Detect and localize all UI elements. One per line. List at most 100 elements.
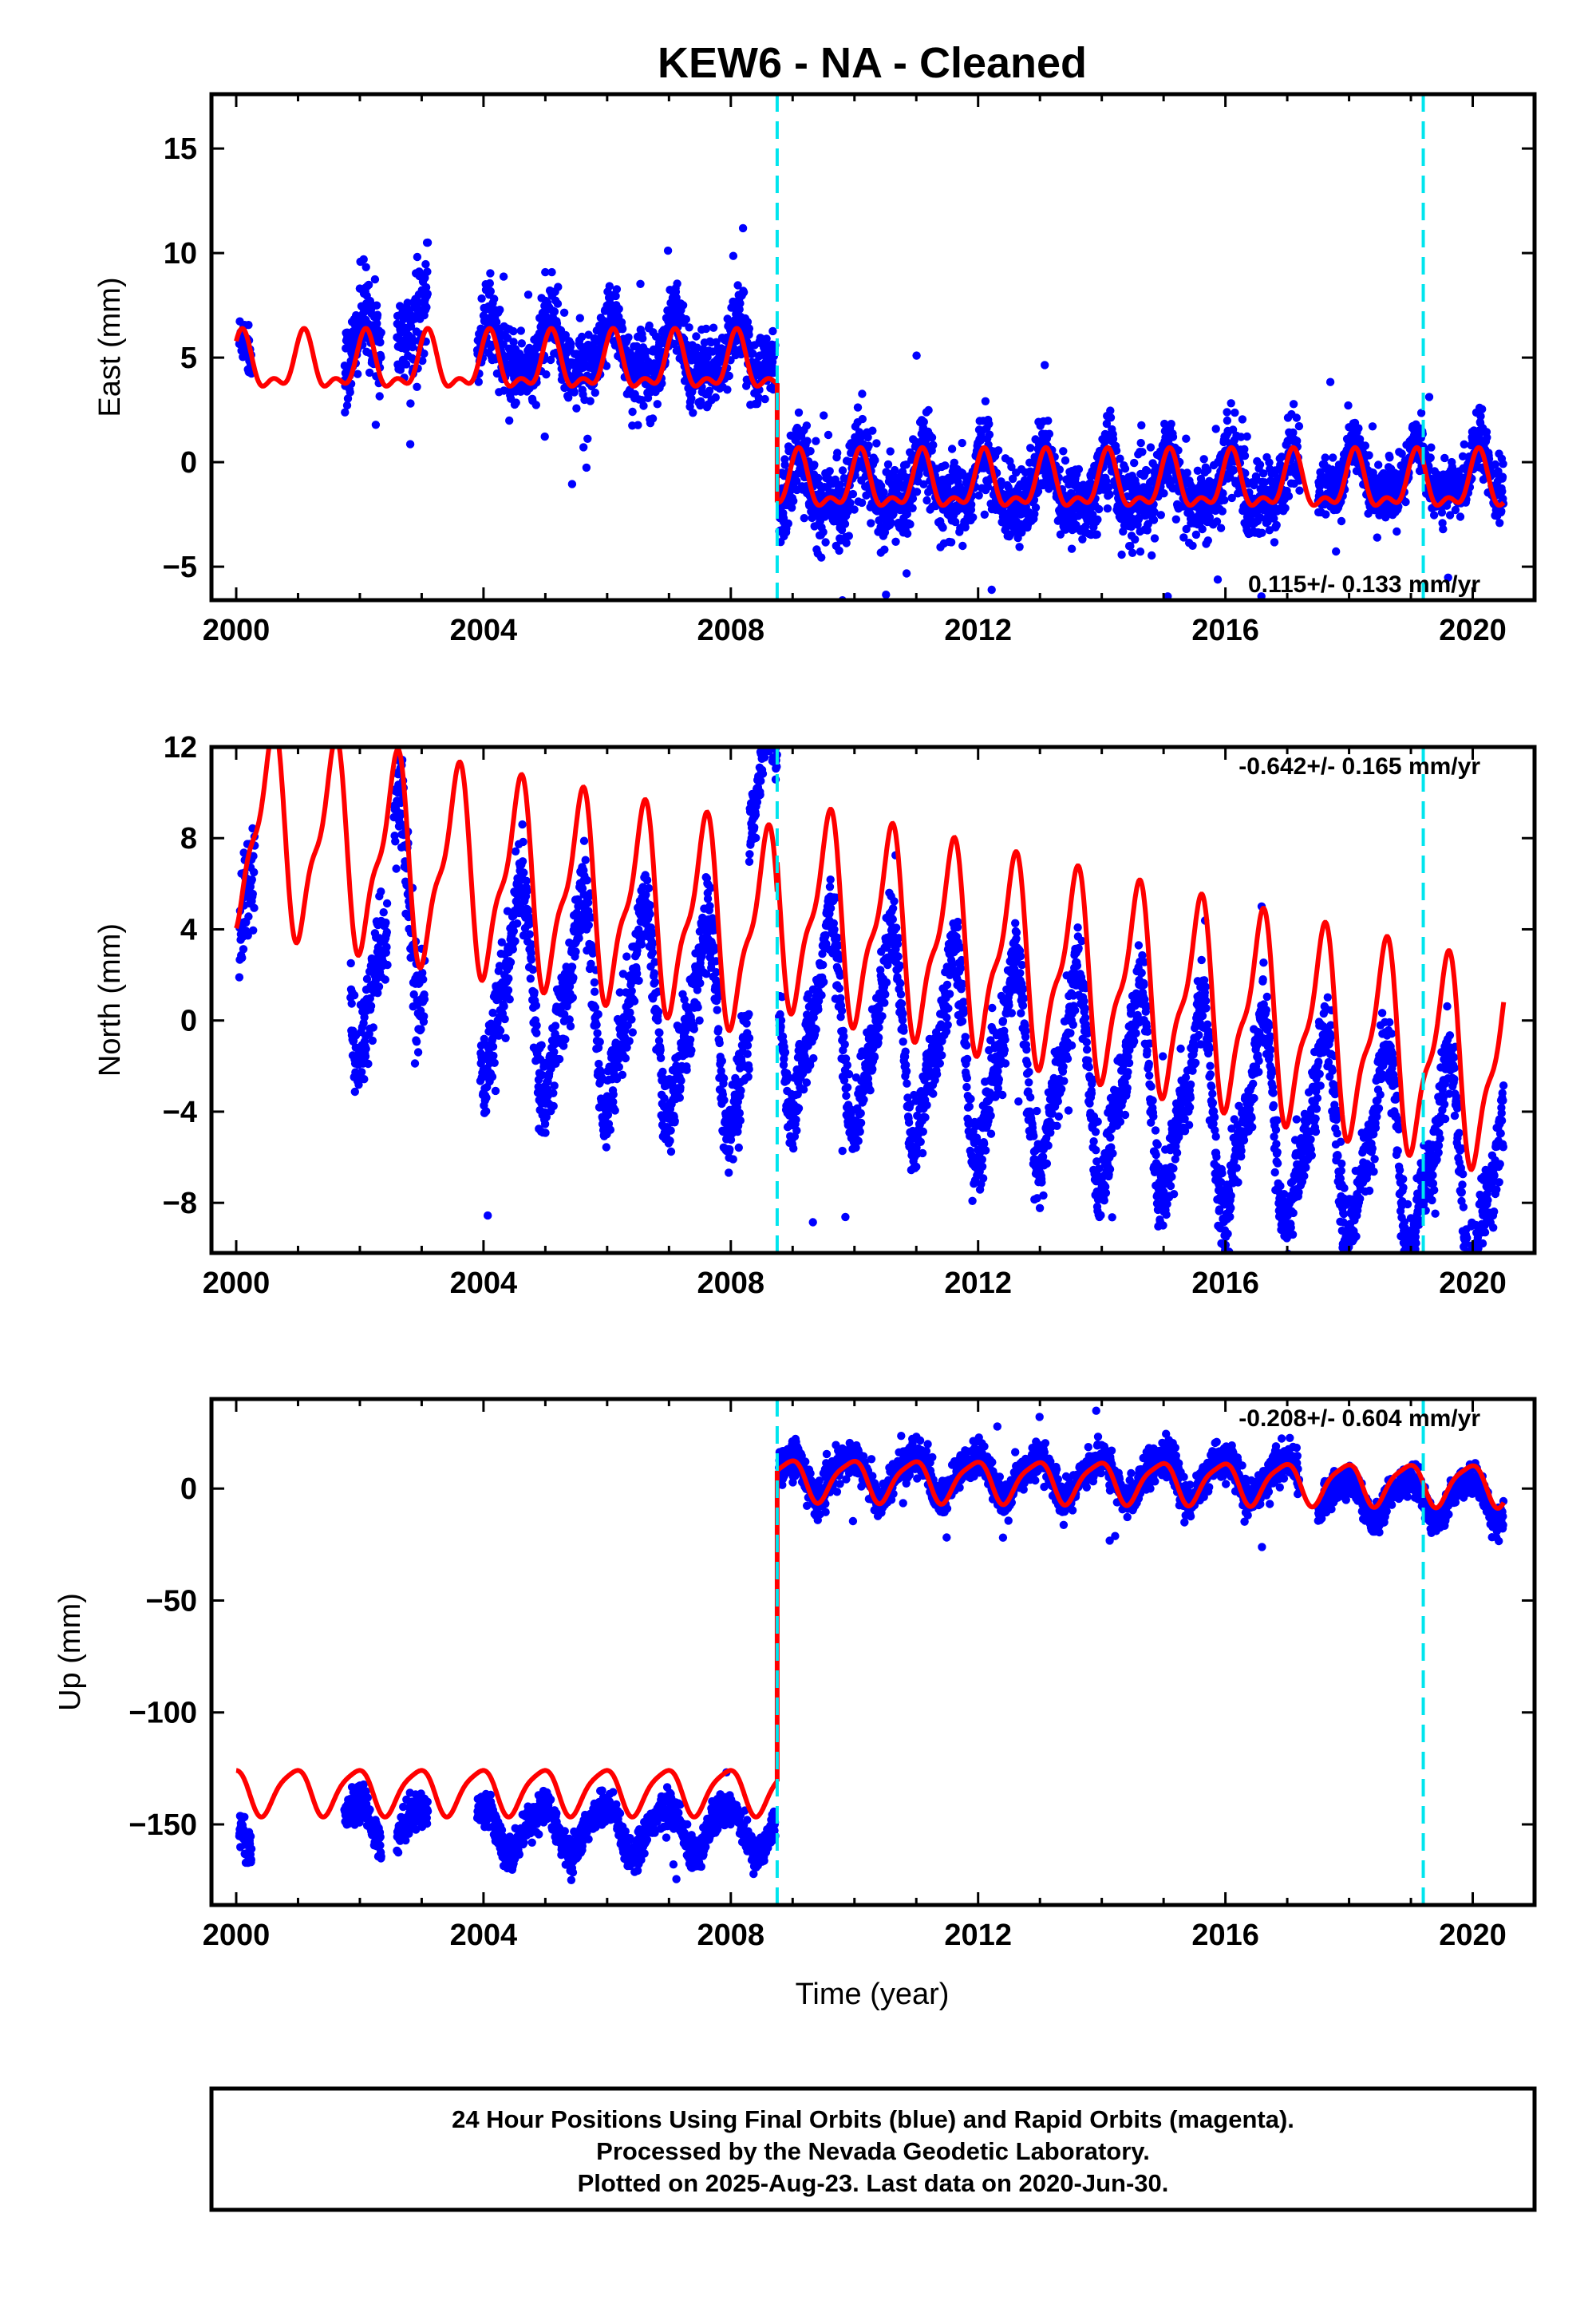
east-point bbox=[505, 416, 514, 425]
east-point bbox=[820, 411, 828, 420]
east-point bbox=[762, 334, 771, 343]
east-point bbox=[729, 251, 738, 260]
north-point bbox=[610, 1106, 619, 1115]
east-point bbox=[950, 458, 959, 467]
east-point bbox=[1270, 514, 1278, 523]
north-point bbox=[500, 1002, 508, 1011]
east-point bbox=[504, 334, 512, 342]
north-point bbox=[490, 1058, 499, 1068]
east-point bbox=[1188, 541, 1197, 550]
north-point bbox=[496, 1026, 505, 1035]
east-point bbox=[578, 332, 587, 342]
east-point bbox=[872, 439, 881, 448]
north-point bbox=[621, 1053, 630, 1063]
north-point bbox=[374, 982, 384, 991]
north-point bbox=[568, 993, 577, 1002]
east-point bbox=[941, 461, 950, 470]
east-point bbox=[1337, 516, 1346, 526]
east-point bbox=[994, 446, 1003, 455]
east-point bbox=[1258, 528, 1266, 537]
east-point bbox=[919, 480, 928, 488]
north-point bbox=[410, 1059, 420, 1068]
east-ylabel: East (mm) bbox=[93, 277, 127, 417]
north-point bbox=[518, 857, 527, 866]
east-point bbox=[985, 420, 994, 429]
north-point bbox=[383, 960, 392, 970]
east-point bbox=[546, 355, 555, 365]
east-point bbox=[983, 482, 993, 492]
east-point bbox=[1193, 466, 1203, 475]
east-point bbox=[365, 368, 374, 377]
east-point bbox=[624, 333, 633, 342]
east-point bbox=[1393, 527, 1401, 536]
east-point bbox=[738, 223, 748, 233]
east-point bbox=[1128, 548, 1137, 557]
east-point bbox=[1361, 441, 1370, 450]
north-point bbox=[484, 1211, 492, 1220]
east-point bbox=[1008, 474, 1017, 484]
north-point bbox=[579, 836, 589, 845]
east-point bbox=[540, 432, 549, 441]
east-point bbox=[1146, 443, 1156, 452]
north-point bbox=[508, 945, 517, 954]
east-point bbox=[871, 456, 879, 464]
east-point bbox=[1385, 453, 1394, 462]
east-point bbox=[867, 519, 875, 528]
east-point bbox=[1055, 465, 1065, 474]
east-point bbox=[1231, 408, 1239, 417]
east-point bbox=[678, 301, 688, 310]
east-point bbox=[997, 477, 1005, 486]
north-point bbox=[350, 990, 359, 1000]
east-point bbox=[1213, 575, 1223, 584]
east-point bbox=[423, 267, 432, 276]
east-point bbox=[687, 394, 696, 403]
east-point bbox=[1218, 507, 1227, 516]
north-point bbox=[537, 1041, 546, 1049]
north-point bbox=[247, 875, 256, 884]
east-point bbox=[1240, 445, 1249, 454]
east-point bbox=[342, 401, 352, 410]
east-point bbox=[1203, 465, 1212, 475]
east-ytick-label: 15 bbox=[164, 132, 197, 166]
north-point bbox=[627, 986, 636, 996]
east-point bbox=[1106, 406, 1115, 415]
east-point bbox=[903, 509, 912, 519]
north-point bbox=[358, 1068, 366, 1077]
east-point bbox=[1149, 516, 1159, 524]
east-point bbox=[844, 532, 854, 540]
north-point bbox=[519, 837, 527, 847]
east-point bbox=[375, 392, 384, 401]
east-point bbox=[602, 362, 611, 370]
north-point bbox=[519, 868, 528, 877]
east-point bbox=[1044, 417, 1053, 425]
north-point bbox=[235, 973, 244, 982]
east-point bbox=[705, 386, 714, 395]
east-point bbox=[612, 285, 622, 294]
east-point bbox=[1108, 434, 1118, 444]
east-point bbox=[670, 339, 679, 349]
east-point bbox=[421, 274, 429, 283]
east-point bbox=[663, 246, 673, 255]
east-point bbox=[903, 529, 912, 538]
north-point bbox=[361, 1052, 370, 1061]
north-point bbox=[593, 1029, 602, 1037]
north-point bbox=[609, 1090, 618, 1099]
east-point bbox=[1142, 466, 1152, 476]
north-point bbox=[505, 995, 514, 1004]
east-point bbox=[838, 466, 847, 475]
east-point bbox=[1242, 432, 1251, 441]
north-point bbox=[602, 1143, 610, 1152]
east-point bbox=[906, 520, 915, 529]
east-point bbox=[1332, 547, 1341, 556]
east-point bbox=[701, 324, 711, 334]
north-point bbox=[549, 1101, 558, 1111]
east-point bbox=[421, 283, 431, 292]
east-point bbox=[554, 283, 563, 291]
east-point bbox=[486, 269, 495, 278]
north-point bbox=[518, 820, 527, 829]
east-point bbox=[377, 353, 385, 362]
east-point bbox=[1093, 515, 1102, 524]
east-point bbox=[985, 430, 994, 439]
east-point bbox=[499, 340, 508, 349]
east-point bbox=[542, 370, 551, 379]
